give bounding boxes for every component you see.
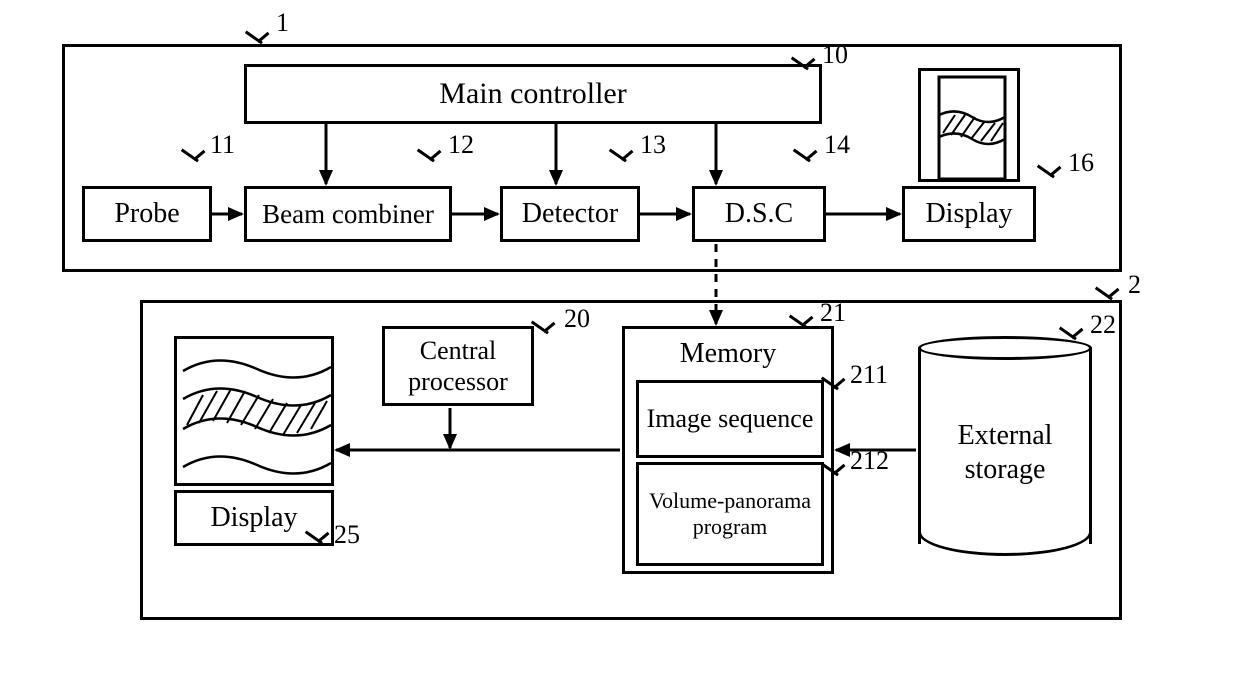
label-external-storage: External storage — [958, 420, 1053, 485]
